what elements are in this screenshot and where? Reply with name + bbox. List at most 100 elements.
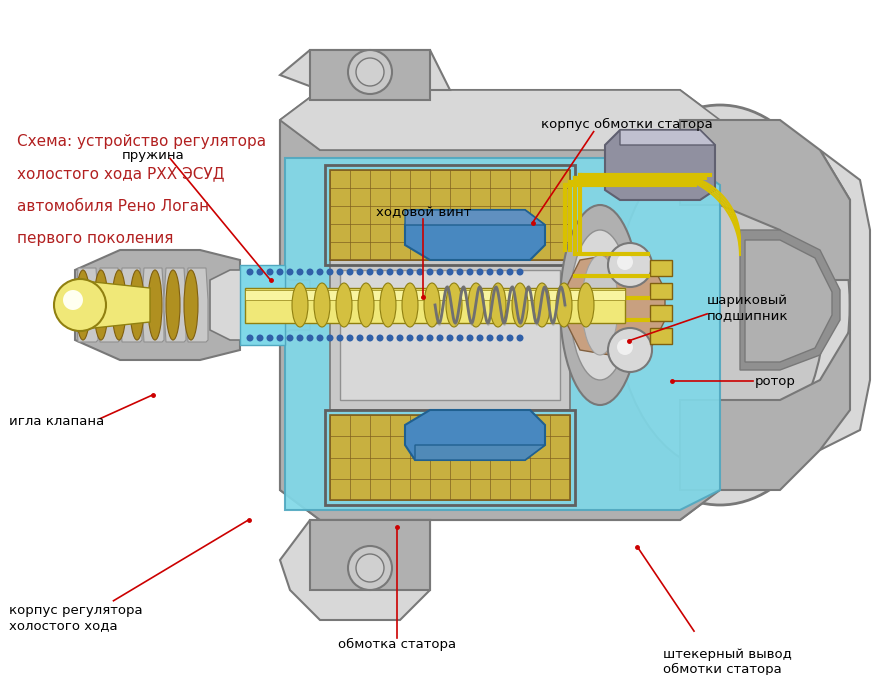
Text: Схема: устройство регулятора: Схема: устройство регулятора — [17, 134, 266, 149]
Circle shape — [436, 269, 443, 275]
Bar — [330, 260, 570, 410]
Text: пружина: пружина — [122, 148, 185, 161]
Ellipse shape — [615, 140, 825, 470]
Circle shape — [63, 290, 83, 310]
Polygon shape — [415, 445, 545, 460]
Bar — [330, 170, 570, 260]
Circle shape — [486, 269, 493, 275]
Circle shape — [387, 269, 394, 275]
Circle shape — [416, 335, 423, 342]
Circle shape — [327, 269, 333, 275]
Text: игла клапана: игла клапана — [9, 415, 104, 429]
Bar — [330, 415, 570, 500]
Ellipse shape — [490, 283, 506, 327]
Ellipse shape — [468, 283, 484, 327]
Polygon shape — [605, 130, 715, 200]
Ellipse shape — [336, 283, 352, 327]
Circle shape — [396, 269, 403, 275]
Polygon shape — [76, 268, 98, 342]
Polygon shape — [280, 50, 450, 90]
Circle shape — [436, 335, 443, 342]
Bar — [245, 288, 625, 323]
Circle shape — [457, 335, 464, 342]
Ellipse shape — [184, 270, 198, 340]
Ellipse shape — [556, 283, 572, 327]
Bar — [340, 270, 560, 400]
Circle shape — [347, 335, 354, 342]
Polygon shape — [620, 130, 715, 145]
Circle shape — [356, 335, 363, 342]
Ellipse shape — [380, 283, 396, 327]
Ellipse shape — [560, 205, 640, 405]
Bar — [325, 410, 575, 505]
Bar — [650, 328, 672, 344]
Polygon shape — [740, 230, 840, 370]
Ellipse shape — [590, 105, 850, 505]
Polygon shape — [405, 210, 545, 260]
Ellipse shape — [402, 283, 418, 327]
Polygon shape — [98, 268, 120, 342]
Circle shape — [297, 335, 304, 342]
Polygon shape — [565, 255, 665, 355]
Polygon shape — [75, 250, 240, 360]
Circle shape — [347, 269, 354, 275]
Circle shape — [327, 335, 333, 342]
Polygon shape — [680, 120, 850, 280]
Bar — [650, 305, 672, 321]
Circle shape — [317, 335, 324, 342]
Circle shape — [266, 335, 273, 342]
Ellipse shape — [314, 283, 330, 327]
Circle shape — [277, 335, 284, 342]
Circle shape — [306, 269, 313, 275]
Circle shape — [506, 269, 513, 275]
Polygon shape — [820, 150, 870, 450]
Circle shape — [356, 269, 363, 275]
Circle shape — [286, 335, 293, 342]
Circle shape — [517, 269, 524, 275]
Circle shape — [427, 269, 434, 275]
Ellipse shape — [424, 283, 440, 327]
Ellipse shape — [512, 283, 528, 327]
Circle shape — [367, 269, 374, 275]
Circle shape — [257, 335, 264, 342]
Circle shape — [486, 335, 493, 342]
Circle shape — [477, 269, 484, 275]
Circle shape — [427, 335, 434, 342]
Circle shape — [396, 335, 403, 342]
Circle shape — [497, 335, 504, 342]
Polygon shape — [142, 268, 164, 342]
Polygon shape — [240, 265, 285, 345]
Polygon shape — [280, 90, 720, 150]
Circle shape — [517, 335, 524, 342]
Circle shape — [297, 269, 304, 275]
Circle shape — [367, 335, 374, 342]
Circle shape — [306, 335, 313, 342]
Text: ротор: ротор — [755, 375, 796, 388]
Circle shape — [286, 269, 293, 275]
Polygon shape — [210, 270, 290, 340]
Polygon shape — [75, 280, 150, 330]
Circle shape — [446, 335, 453, 342]
Ellipse shape — [166, 270, 180, 340]
Circle shape — [336, 335, 343, 342]
Circle shape — [246, 335, 253, 342]
Bar — [325, 165, 575, 265]
Circle shape — [457, 269, 464, 275]
Circle shape — [336, 269, 343, 275]
Circle shape — [246, 269, 253, 275]
Text: корпус обмотки статора: корпус обмотки статора — [541, 118, 713, 131]
Circle shape — [277, 269, 284, 275]
Circle shape — [54, 279, 106, 331]
Polygon shape — [745, 240, 832, 362]
Ellipse shape — [148, 270, 162, 340]
Circle shape — [407, 269, 414, 275]
Ellipse shape — [578, 283, 594, 327]
Circle shape — [356, 58, 384, 86]
Text: шариковый
подшипник: шариковый подшипник — [707, 294, 788, 321]
Circle shape — [348, 50, 392, 94]
Ellipse shape — [446, 283, 462, 327]
Circle shape — [257, 269, 264, 275]
Ellipse shape — [570, 230, 630, 380]
Circle shape — [376, 335, 383, 342]
Ellipse shape — [534, 283, 550, 327]
